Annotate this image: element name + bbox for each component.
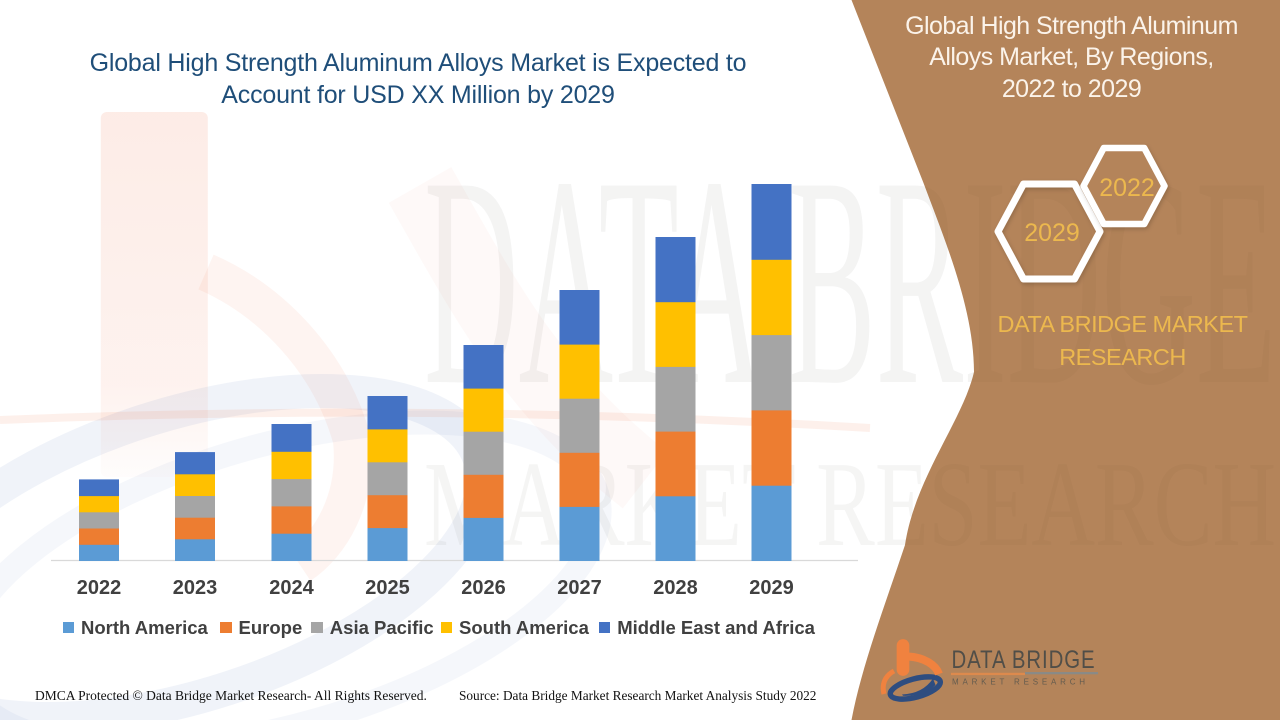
svg-text:2022: 2022 xyxy=(1099,174,1155,202)
svg-text:DATA BRIDGE: DATA BRIDGE xyxy=(952,647,1096,674)
svg-text:MARKET RESEARCH: MARKET RESEARCH xyxy=(952,678,1089,687)
svg-text:2029: 2029 xyxy=(1024,219,1080,247)
